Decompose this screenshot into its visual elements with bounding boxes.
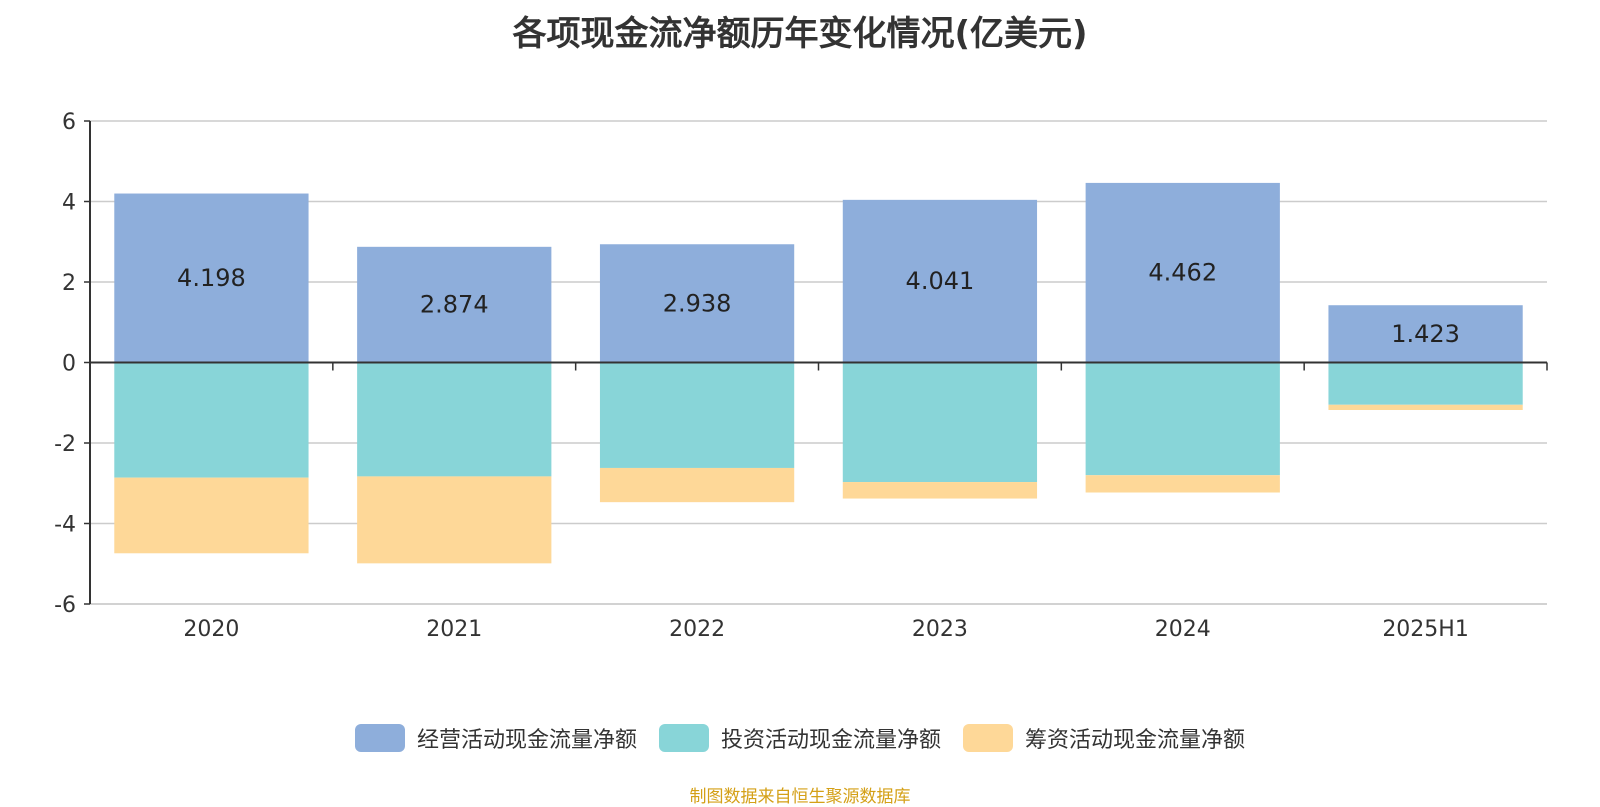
legend-swatch-operating bbox=[354, 724, 405, 752]
labels: 6 4 2 0 -2 -4 -6 4.198 2020 2.874 2021 2.938 2022 4.0… bbox=[54, 110, 1469, 642]
legend-item-operating[interactable]: 经营活动现金流量净额 bbox=[354, 722, 637, 754]
bar-financing-2021[interactable] bbox=[357, 476, 552, 564]
legend-label-investing: 投资活动现金流量净额 bbox=[720, 728, 941, 753]
grid-lines bbox=[90, 120, 1547, 605]
x-tick-label: 2020 bbox=[183, 617, 239, 642]
y-tick-label: -4 bbox=[54, 513, 76, 538]
legend-item-financing[interactable]: 筹资活动现金流量净额 bbox=[963, 722, 1245, 754]
bar-investing-2022[interactable] bbox=[599, 362, 795, 468]
bar-financing-2024[interactable] bbox=[1085, 475, 1280, 493]
data-label-operating-2020: 4.198 bbox=[177, 264, 246, 292]
y-tick-label: 2 bbox=[62, 271, 76, 296]
bar-investing-2021[interactable] bbox=[357, 362, 552, 477]
axes bbox=[84, 120, 1548, 605]
bar-investing-2024[interactable] bbox=[1085, 362, 1280, 476]
legend-item-investing[interactable]: 投资活动现金流量净额 bbox=[658, 722, 941, 754]
bar-investing-2023[interactable] bbox=[842, 362, 1038, 483]
bar-operating-2023[interactable] bbox=[842, 199, 1038, 363]
bar-investing-2020[interactable] bbox=[114, 362, 309, 478]
legend-label-operating: 经营活动现金流量净额 bbox=[416, 728, 637, 753]
bar-operating-2022[interactable] bbox=[599, 244, 795, 363]
y-tick-label: 4 bbox=[62, 191, 76, 216]
bar-investing-2025H1[interactable] bbox=[1328, 362, 1523, 405]
chart-title: 各项现金流净额历年变化情况(亿美元) bbox=[512, 14, 1088, 54]
bar-financing-2022[interactable] bbox=[599, 467, 795, 503]
source-note: 制图数据来自恒生聚源数据库 bbox=[689, 787, 911, 807]
bar-operating-2025H1[interactable] bbox=[1328, 305, 1523, 363]
x-tick-label: 2023 bbox=[912, 617, 968, 642]
data-label-operating-2024: 4.462 bbox=[1148, 259, 1217, 287]
bar-operating-2020[interactable] bbox=[114, 193, 309, 363]
x-tick-label: 2021 bbox=[426, 617, 482, 642]
bar-financing-2023[interactable] bbox=[842, 482, 1038, 499]
bar-operating-2024[interactable] bbox=[1085, 182, 1280, 363]
bars bbox=[114, 182, 1523, 564]
data-label-operating-2022: 2.938 bbox=[663, 289, 732, 317]
bar-financing-2020[interactable] bbox=[114, 477, 309, 554]
x-tick-label: 2022 bbox=[669, 617, 725, 642]
y-tick-label: 0 bbox=[62, 352, 76, 377]
data-label-operating-2021: 2.874 bbox=[420, 291, 489, 319]
bar-operating-2021[interactable] bbox=[357, 246, 552, 363]
x-tick-label: 2024 bbox=[1155, 617, 1211, 642]
data-label-operating-2023: 4.041 bbox=[906, 267, 975, 295]
y-tick-label: 6 bbox=[62, 110, 76, 135]
legend-swatch-financing bbox=[963, 724, 1013, 752]
y-tick-label: -2 bbox=[54, 432, 76, 457]
bar-financing-2025H1[interactable] bbox=[1328, 404, 1523, 410]
data-label-operating-2025H1: 1.423 bbox=[1391, 320, 1460, 348]
legend: 经营活动现金流量净额 投资活动现金流量净额 筹资活动现金流量净额 bbox=[0, 722, 1600, 754]
legend-swatch-investing bbox=[658, 724, 709, 752]
y-tick-label: -6 bbox=[54, 593, 76, 618]
x-tick-label: 2025H1 bbox=[1382, 617, 1469, 642]
legend-label-financing: 筹资活动现金流量净额 bbox=[1025, 728, 1246, 753]
